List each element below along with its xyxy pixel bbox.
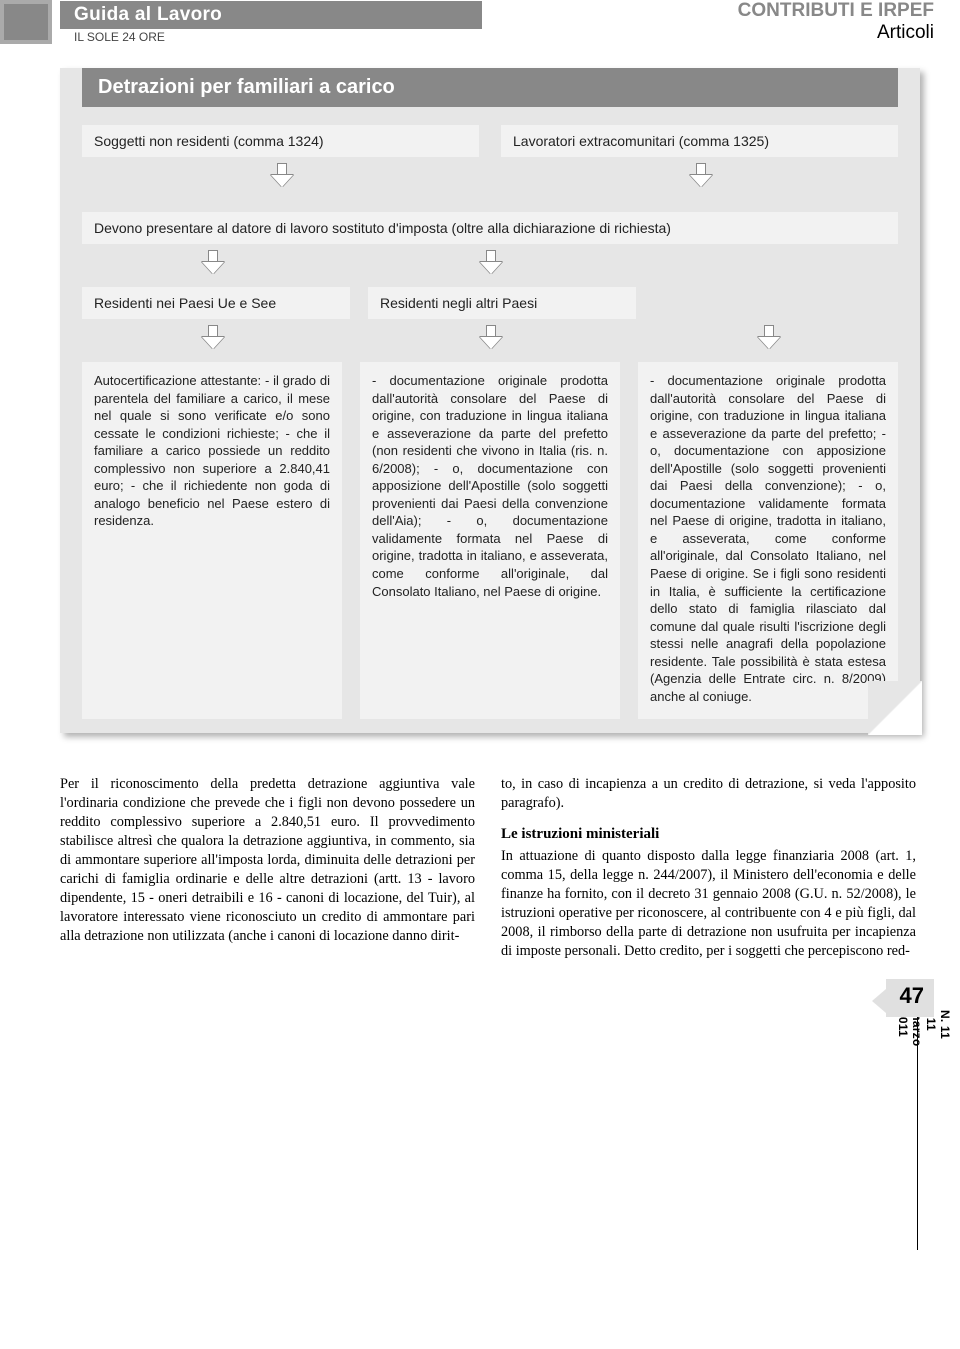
pub-title: Guida al Lavoro: [60, 1, 482, 29]
box-mid-left: Residenti nei Paesi Ue e See: [82, 287, 350, 319]
arrow-down-icon: [198, 250, 226, 276]
category: CONTRIBUTI E IRPEF: [738, 0, 934, 22]
card-corner-notch: [868, 681, 922, 735]
arrow-down-icon: [754, 325, 782, 351]
box-top-right: Lavoratori extracomunitari (comma 1325): [501, 125, 898, 157]
arrow-down-icon: [476, 325, 504, 351]
logo-square: [0, 0, 52, 44]
col1: Autocertificazione attestante: - il grad…: [82, 362, 342, 719]
body-text: Per il riconoscimento della predetta det…: [60, 775, 916, 963]
arrow-down-icon: [267, 163, 295, 189]
body-heading: Le istruzioni ministeriali: [501, 825, 916, 845]
arrow-down-icon: [476, 250, 504, 276]
pub-subtitle: IL SOLE 24 ORE: [60, 30, 482, 44]
col2: - documentazione originale prodotta dall…: [360, 362, 620, 719]
body-right-p2: In attuazione di quanto disposto dalla l…: [501, 847, 916, 961]
arrow-down-icon: [686, 163, 714, 189]
body-left: Per il riconoscimento della predetta det…: [60, 775, 475, 946]
diagram-card: Detrazioni per familiari a carico Sogget…: [60, 68, 920, 733]
col3: - documentazione originale prodotta dall…: [638, 362, 898, 719]
arrow-down-icon: [198, 325, 226, 351]
section: Articoli: [738, 22, 934, 44]
page-number: 47: [886, 979, 934, 1017]
body-right-p1: to, in caso di incapienza a un credito d…: [501, 775, 916, 813]
card-title: Detrazioni per familiari a carico: [82, 68, 898, 107]
box-wide: Devono presentare al datore di lavoro so…: [82, 212, 898, 244]
box-top-left: Soggetti non residenti (comma 1324): [82, 125, 479, 157]
page-header: Guida al Lavoro IL SOLE 24 ORE CONTRIBUT…: [0, 0, 960, 44]
box-mid-right: Residenti negli altri Paesi: [368, 287, 636, 319]
